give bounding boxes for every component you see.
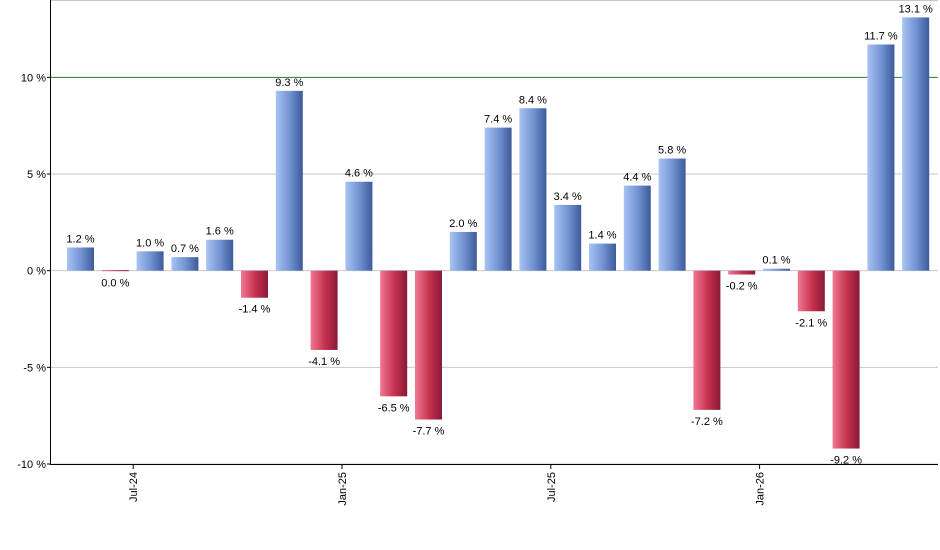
y-tick-label: -5 % xyxy=(23,362,46,374)
axes: -10 % -5 % 0 % 5 % 10 % Jul-24 Jan-25 Jul-25 Jan… xyxy=(17,0,938,506)
data-label: -7.2 % xyxy=(691,416,723,428)
bar xyxy=(380,270,408,397)
bar xyxy=(241,270,268,298)
data-label: 8.4 % xyxy=(519,94,547,106)
data-label: 1.0 % xyxy=(136,237,164,249)
data-label: 1.6 % xyxy=(206,226,234,238)
bar xyxy=(589,243,616,271)
bar xyxy=(67,247,94,271)
bar xyxy=(345,181,373,271)
x-tick-label: Jul-24 xyxy=(128,472,140,502)
y-tick-label: 5 % xyxy=(27,169,46,181)
data-label: -2.1 % xyxy=(795,317,827,329)
data-label: 13.1 % xyxy=(899,3,933,15)
data-label: 1.2 % xyxy=(66,233,94,245)
bar xyxy=(519,108,547,271)
data-labels: 1.2 % 0.0 % 1.0 % 0.7 % 1.6 % -1.4 % 9.3 % -4.1… xyxy=(66,3,933,466)
data-label: 9.3 % xyxy=(275,77,303,89)
data-label: -4.1 % xyxy=(308,356,340,368)
data-label: -0.2 % xyxy=(726,281,758,293)
bar xyxy=(763,268,790,271)
bar xyxy=(658,158,686,271)
bar xyxy=(867,44,895,271)
x-tick-label: Jan-26 xyxy=(755,472,767,506)
bar xyxy=(693,270,721,410)
bar xyxy=(728,270,756,275)
data-label: 5.8 % xyxy=(658,145,686,157)
bar xyxy=(484,127,512,271)
x-tick-label: Jan-25 xyxy=(337,472,349,506)
x-tick-label: Jul-25 xyxy=(546,472,558,502)
bar xyxy=(415,270,442,420)
bar xyxy=(449,232,477,271)
data-label: -6.5 % xyxy=(378,402,410,414)
bar xyxy=(171,257,199,271)
data-label: -9.2 % xyxy=(830,455,862,467)
data-label: 2.0 % xyxy=(449,218,477,230)
y-tick-label: 0 % xyxy=(27,266,46,278)
bars xyxy=(67,17,930,449)
y-tick-label: -10 % xyxy=(17,459,46,471)
data-label: 4.6 % xyxy=(345,168,373,180)
bar xyxy=(902,17,930,271)
data-label: 1.4 % xyxy=(588,230,616,242)
data-label: 11.7 % xyxy=(864,30,898,42)
bar xyxy=(797,270,825,312)
bar xyxy=(136,251,164,271)
data-label: 4.4 % xyxy=(623,172,651,184)
data-label: 0.0 % xyxy=(101,278,129,290)
bar xyxy=(275,90,303,271)
bar xyxy=(623,185,651,271)
bar xyxy=(554,204,582,271)
bar xyxy=(101,270,129,272)
data-label: -1.4 % xyxy=(239,304,271,316)
bar xyxy=(832,270,860,449)
bar xyxy=(206,239,234,271)
y-tick-label: 10 % xyxy=(21,72,46,84)
data-label: 0.7 % xyxy=(171,243,199,255)
data-label: -7.7 % xyxy=(413,426,445,438)
data-label: 0.1 % xyxy=(762,255,790,267)
data-label: 3.4 % xyxy=(554,191,582,203)
data-label: 7.4 % xyxy=(484,114,512,126)
bar xyxy=(310,270,338,350)
